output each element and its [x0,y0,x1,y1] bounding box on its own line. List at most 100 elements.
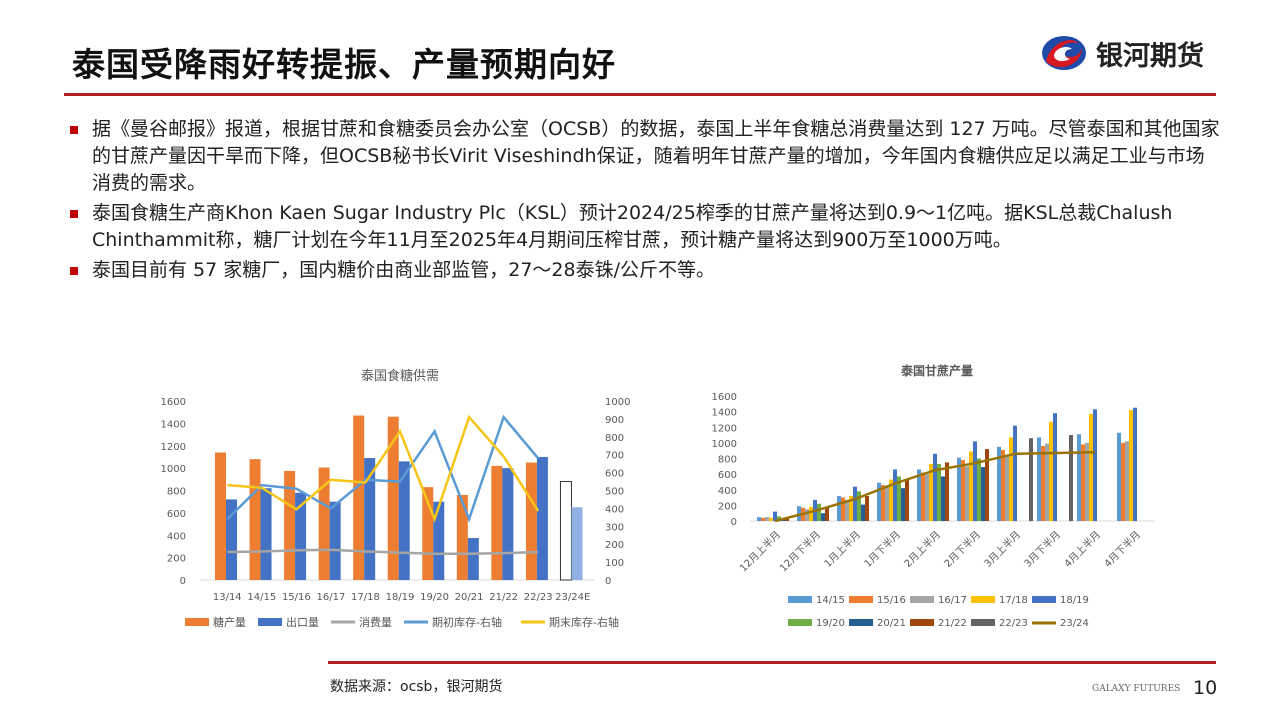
bar-14/15 [917,469,921,521]
chart-title: 泰国食糖供需 [361,368,439,384]
bar-17/18 [889,479,893,521]
bullet-square-icon [70,267,78,275]
x-tick-label: 21/22 [489,592,518,603]
y2-tick-label: 400 [605,504,624,515]
bar-16/17 [925,474,929,521]
bar-15/16 [841,497,845,521]
legend-label: 16/17 [938,595,967,606]
x-tick-label: 15/16 [282,592,311,603]
legend-label: 糖产量 [213,615,246,629]
x-tick-label: 4月上半月 [1061,528,1103,570]
bar-21/22 [825,507,829,521]
x-tick-label: 23/24E [555,592,590,603]
bar-16/17 [1085,442,1089,521]
y2-tick-label: 700 [605,451,624,462]
legend-swatch [910,619,934,626]
bar-14/15 [797,506,801,521]
legend-label: 18/19 [1060,595,1089,606]
bullet-square-icon [70,126,78,134]
bar-20/21 [821,513,825,521]
legend-label: 消费量 [359,615,392,629]
bar-糖产量 [456,494,468,580]
bar-14/15 [1037,437,1041,521]
y-tick-label: 1400 [712,408,737,419]
bar-14/15 [1077,434,1081,521]
footer-divider [328,661,1216,664]
y-tick-label: 1400 [161,419,186,430]
y2-tick-label: 0 [605,576,611,587]
bar-糖产量 [249,459,261,580]
sugarcane-output-chart: 泰国甘蔗产量 0 200 400 600 800 1000 1200 1400 1600 12月上半… [712,363,1155,629]
bar-出口量 [260,488,272,580]
bar-20/21 [941,476,945,521]
bar-15/16 [1041,446,1045,521]
legend-label: 17/18 [999,595,1028,606]
chart-title: 泰国甘蔗产量 [900,363,973,378]
legend-label: 19/20 [816,618,845,629]
x-tick-label: 20/21 [455,592,484,603]
bar-16/17 [885,485,889,521]
bar-出口量 [433,501,445,580]
legend-label: 22/23 [999,618,1028,629]
bar-出口量 [536,456,548,580]
bar-20/21 [861,504,865,521]
bullet-text: 泰国食糖生产商Khon Kaen Sugar Industry Plc（KSL）… [92,202,1173,251]
bar-15/16 [921,472,925,521]
bar-糖产量 [353,415,365,580]
bar-18/19 [853,486,857,521]
bar-15/16 [761,517,765,521]
bar-14/15 [997,446,1001,521]
bar-17/18 [1129,410,1133,521]
bar-21/22 [865,496,869,521]
bar-15/16 [1001,449,1005,521]
legend-label: 15/16 [877,595,906,606]
bar-19/20 [937,463,941,521]
bullet-item: 据《曼谷邮报》报道，根据甘蔗和食糖委员会办公室（OCSB）的数据，泰国上半年食糖… [70,116,1220,197]
y-tick-label: 800 [167,487,186,498]
bar-15/16 [961,460,965,521]
y2-tick-label: 300 [605,522,624,533]
bar-19/20 [857,491,861,521]
bar-18/19 [1133,407,1137,521]
bar-20/21 [981,467,985,521]
bar-18/19 [1053,413,1057,521]
bar-19/20 [777,516,781,521]
bar-21/22 [945,462,949,521]
bar-17/18 [769,517,773,521]
bar-19/20 [897,476,901,521]
bullet-item: 泰国目前有 57 家糖厂，国内糖价由商业部监管，27～28泰铢/公斤不等。 [70,257,1220,284]
legend-swatch [788,619,812,626]
x-tick-label: 19/20 [420,592,449,603]
bar-16/17 [765,517,769,521]
page-title: 泰国受降雨好转提振、产量预期向好 [72,45,616,84]
x-tick-label: 2月上半月 [901,528,943,570]
y-tick-label: 1000 [161,464,186,475]
x-tick-label: 3月上半月 [981,528,1023,570]
legend-label: 14/15 [816,595,845,606]
y-tick-label: 0 [180,576,186,587]
bar-14/15 [877,482,881,521]
bar-18/19 [973,441,977,521]
y-tick-label: 200 [718,501,737,512]
y-tick-label: 0 [731,517,737,528]
bar-17/18 [849,496,853,521]
y-tick-label: 1600 [712,392,737,403]
bar-19/20 [977,458,981,521]
x-tick-label: 12月下半月 [777,528,823,574]
source-note: 数据来源：ocsb，银河期货 [330,679,503,695]
page-number: 10 [1193,677,1218,699]
bar-17/18 [929,463,933,521]
y2-tick-label: 500 [605,487,624,498]
legend-swatch [971,619,995,626]
legend-swatch [1032,596,1056,603]
bar-出口量 [295,492,307,580]
galaxy-logo-icon [1042,36,1086,70]
x-tick-label: 12月上半月 [737,528,783,574]
bar-糖产量 [387,416,399,580]
bar-出口量 [467,538,479,580]
bar-16/17 [845,499,849,521]
bullet-text: 据《曼谷邮报》报道，根据甘蔗和食糖委员会办公室（OCSB）的数据，泰国上半年食糖… [92,118,1220,194]
bar-17/18 [969,451,973,521]
bar-15/16 [1121,442,1125,521]
bar-19/20 [817,503,821,521]
